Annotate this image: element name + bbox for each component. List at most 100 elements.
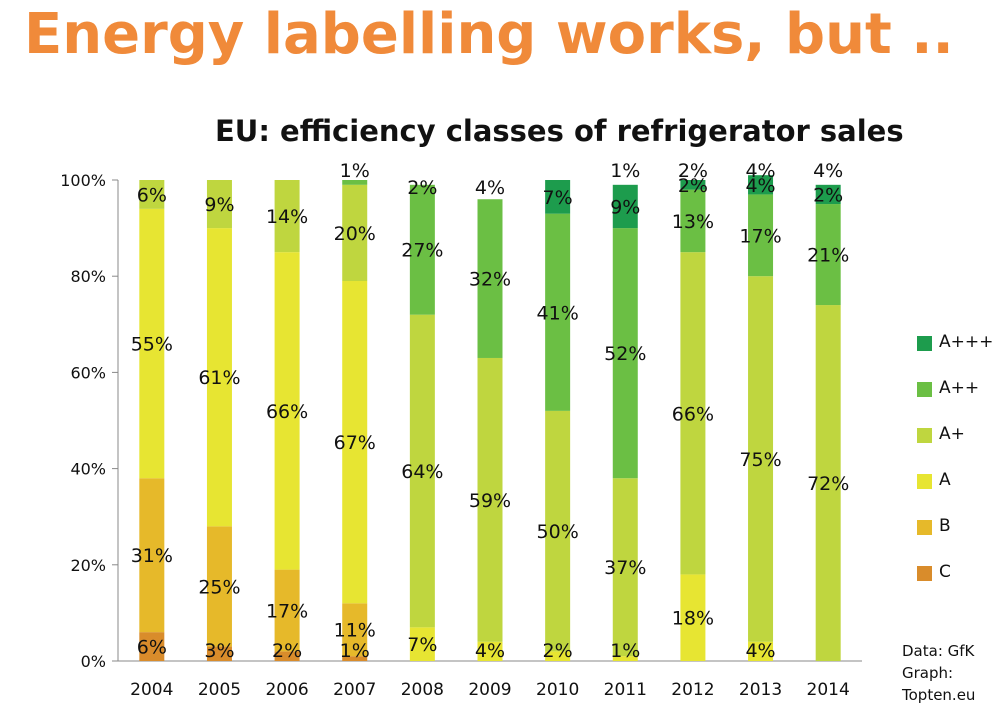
data-label: 4%: [745, 640, 775, 662]
x-tick-label: 2006: [265, 680, 308, 700]
bar-segment-Aplusplusplus-2010: [545, 180, 571, 214]
data-label: 1%: [340, 640, 370, 662]
x-tick-label: 2007: [333, 680, 376, 700]
data-label: 32%: [469, 269, 511, 291]
data-label: 3%: [204, 640, 234, 662]
bar-segment-Aplus-2009: [477, 357, 503, 642]
legend-label: A+: [939, 424, 965, 444]
legend-item-Aplus: A+: [917, 424, 997, 448]
data-label: 14%: [266, 206, 308, 228]
data-label: 18%: [672, 608, 714, 630]
bar-segment-A-2006: [274, 252, 300, 570]
legend-item-A: A: [917, 470, 997, 494]
legend-item-B: B: [917, 516, 997, 540]
bar-segment-Aplus-2004: [139, 180, 165, 209]
x-tick-label: 2008: [401, 680, 444, 700]
bar-segment-Aplus-2014: [815, 305, 841, 661]
data-label: 13%: [672, 211, 714, 233]
data-label: 7%: [543, 187, 573, 209]
data-label: 1%: [340, 160, 370, 182]
bar-segment-A-2007: [342, 281, 368, 604]
source-note-site: Topten.eu: [902, 686, 976, 704]
data-label: 4%: [745, 175, 775, 197]
bar-segment-Aplusplusplus-2011: [612, 184, 638, 229]
legend-label: B: [939, 516, 951, 536]
y-tick-label: 100%: [60, 171, 106, 190]
chart-title: EU: efficiency classes of refrigerator s…: [215, 114, 904, 148]
legend-label: A+++: [939, 332, 994, 352]
legend-item-Aplusplusplus: A+++: [917, 332, 997, 356]
bar-segment-B-2005: [206, 526, 232, 647]
x-tick-label: 2009: [468, 680, 511, 700]
bar-segment-Aplus-2007: [342, 184, 368, 282]
x-tick-label: 2011: [604, 680, 647, 700]
data-label: 37%: [604, 557, 646, 579]
legend-item-C: C: [917, 562, 997, 586]
data-label: 2%: [272, 640, 302, 662]
data-label: 41%: [537, 302, 579, 324]
data-label: 1%: [610, 160, 640, 182]
y-tick-label: 20%: [70, 556, 106, 575]
data-label: 31%: [131, 545, 173, 567]
data-label: 61%: [198, 367, 240, 389]
bar-segment-Aplus-2013: [748, 276, 774, 642]
bar-segment-Aplusplus-2014: [815, 204, 841, 306]
data-label: 9%: [204, 194, 234, 216]
data-label: 2%: [678, 160, 708, 182]
bar-segment-Aplusplus-2009: [477, 199, 503, 358]
data-label: 66%: [266, 401, 308, 423]
data-label: 55%: [131, 334, 173, 356]
legend-label: A++: [939, 378, 980, 398]
bar-segment-Aplusplus-2012: [680, 189, 706, 253]
bar-segment-Aplus-2011: [612, 478, 638, 657]
bar-segment-A-2011: [612, 656, 638, 661]
legend-swatch: [917, 382, 932, 397]
bar-segment-Aplus-2008: [409, 314, 435, 628]
legend-swatch: [917, 566, 932, 581]
legend-item-Aplusplus: A++: [917, 378, 997, 402]
data-label: 64%: [401, 461, 443, 483]
data-label: 6%: [137, 184, 167, 206]
legend-label: A: [939, 470, 951, 490]
bar-segment-Aplusplus-2013: [748, 194, 774, 277]
data-label: 4%: [475, 640, 505, 662]
data-label: 67%: [334, 432, 376, 454]
bar-segment-Aplusplusplus-2012: [680, 180, 706, 190]
slide-title: Energy labelling works, but ..: [24, 2, 954, 67]
x-tick-label: 2012: [671, 680, 714, 700]
bar-segment-Aplus-2010: [545, 410, 571, 652]
bar-segment-Aplusplusplus-2013: [748, 175, 774, 195]
data-label: 66%: [672, 403, 714, 425]
x-tick-label: 2005: [198, 680, 241, 700]
bar-segment-A-2008: [409, 627, 435, 661]
data-label: 75%: [739, 449, 781, 471]
bar-segment-Aplusplus-2008: [409, 184, 435, 315]
legend-swatch: [917, 336, 932, 351]
x-tick-label: 2010: [536, 680, 579, 700]
x-tick-label: 2013: [739, 680, 782, 700]
y-tick-label: 40%: [70, 460, 106, 479]
y-tick-label: 80%: [70, 267, 106, 286]
bar-segment-A-2009: [477, 641, 503, 661]
data-label: 2%: [407, 177, 437, 199]
data-label: 6%: [137, 637, 167, 659]
data-label: 9%: [610, 196, 640, 218]
legend-swatch: [917, 474, 932, 489]
data-label: 4%: [475, 177, 505, 199]
y-tick-label: 0%: [81, 652, 106, 671]
data-label: 11%: [334, 620, 376, 642]
data-label: 1%: [610, 640, 640, 662]
y-tick-label: 60%: [70, 363, 106, 382]
data-label: 2%: [813, 184, 843, 206]
source-note-data: Data: GfK: [902, 642, 975, 660]
bar-segment-C-2005: [206, 646, 232, 661]
data-label: 17%: [266, 600, 308, 622]
bar-segment-B-2004: [139, 478, 165, 633]
bar-segment-A-2013: [748, 641, 774, 661]
bar-segment-Aplusplusplus-2014: [815, 184, 841, 205]
bar-segment-Aplus-2006: [274, 180, 300, 253]
bar-segment-Aplusplus-2010: [545, 213, 571, 411]
data-label: 4%: [813, 160, 843, 182]
data-label: 21%: [807, 245, 849, 267]
